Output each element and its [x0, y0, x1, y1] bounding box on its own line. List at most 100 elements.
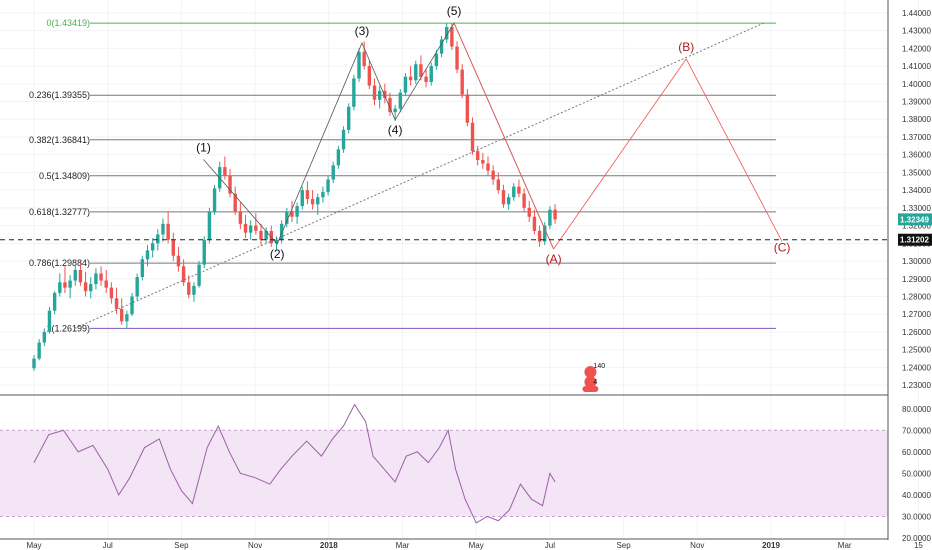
candle-body: [243, 223, 248, 233]
rsi-tick-label: 40.0000: [902, 491, 931, 500]
candle-body: [346, 106, 351, 130]
wave-a-leg: [453, 22, 554, 250]
candle-body: [279, 223, 284, 240]
rsi-tick-label: 80.0000: [902, 405, 931, 414]
projection-path: [553, 58, 783, 250]
candle-body: [78, 269, 83, 283]
wave-label: (A): [546, 252, 562, 266]
candle-body: [32, 358, 36, 369]
candle-body: [202, 239, 206, 265]
flag-icon: [582, 386, 599, 392]
wave-label: (3): [355, 24, 370, 38]
rsi-tick-label: 20.0000: [902, 534, 931, 543]
candle-body: [532, 216, 537, 231]
candle-body: [264, 230, 268, 240]
price-tick-label: 1.26000: [902, 328, 931, 337]
candle-body: [68, 280, 72, 288]
candle-body: [388, 97, 392, 113]
candle-body: [403, 76, 408, 93]
candle-body: [543, 225, 547, 242]
candle-body: [486, 163, 490, 171]
trend-line: [74, 22, 764, 329]
candle-body: [372, 85, 377, 100]
candlesticks: [32, 23, 557, 371]
candle-body: [481, 160, 485, 164]
time-tick-label: 2018: [320, 541, 338, 550]
crosshair-price-label: 1.31202: [900, 236, 929, 245]
rsi-tick-label: 50.0000: [902, 469, 931, 478]
candle-body: [89, 284, 93, 292]
candle-body: [553, 209, 557, 220]
candle-body: [114, 298, 119, 309]
events-badge[interactable]: 140 4: [582, 363, 605, 392]
candle-body: [207, 211, 212, 240]
candle-body: [285, 211, 289, 224]
candle-body: [300, 190, 304, 207]
candle-body: [99, 273, 103, 281]
fib-level-label: 0.236(1.39355): [29, 90, 90, 100]
time-tick-label: Nov: [690, 541, 704, 550]
candle-body: [150, 243, 155, 251]
candle-body: [419, 64, 423, 77]
rsi-line: [33, 403, 556, 524]
rsi-tick-label: 60.0000: [902, 448, 931, 457]
time-tick-label: Sep: [174, 541, 189, 550]
candle-body: [377, 90, 382, 100]
candle-body: [522, 193, 526, 208]
candle-body: [305, 190, 310, 199]
candle-body: [238, 211, 243, 224]
badge-count-bottom: 4: [593, 379, 597, 386]
fibonacci-retracement[interactable]: 0(1.43419) 0.236(1.39355) 0.382(1.36841) 0.…: [29, 18, 776, 333]
price-tick-label: 1.36000: [902, 151, 931, 160]
candle-body: [37, 342, 41, 359]
price-tick-label: 1.38000: [902, 115, 931, 124]
candle-body: [460, 69, 464, 95]
candle-body: [336, 149, 341, 166]
wave-label: (C): [774, 241, 791, 255]
candle-body: [290, 211, 294, 217]
candle-body: [491, 170, 495, 180]
candle-body: [47, 310, 52, 332]
candle-body: [223, 167, 227, 176]
candle-body: [176, 255, 181, 267]
price-tick-label: 1.28000: [902, 293, 931, 302]
price-tick-label: 1.40000: [902, 80, 931, 89]
candle-body: [501, 190, 506, 205]
candle-body: [414, 64, 418, 81]
price-tick-label: 1.42000: [902, 44, 931, 53]
time-tick-label: Nov: [248, 541, 262, 550]
candle-body: [527, 207, 531, 217]
time-tick-label: May: [26, 541, 41, 550]
price-tick-label: 1.39000: [902, 98, 931, 107]
candle-body: [171, 239, 175, 256]
price-tick-label: 1.23000: [902, 381, 931, 390]
candle-body: [166, 223, 170, 240]
fib-level-label: 0.5(1.34809): [39, 171, 90, 181]
price-tick-label: 1.34000: [902, 186, 931, 195]
price-tick-label: 1.37000: [902, 133, 931, 142]
candle-body: [321, 191, 325, 198]
price-pane-background: [0, 0, 888, 394]
candle-body: [326, 179, 330, 192]
elliott-waves[interactable]: (1) (2) (3) (4) (5) (A) (B) (C): [74, 4, 791, 329]
time-tick-label: Sep: [616, 541, 631, 550]
price-tick-label: 1.27000: [902, 310, 931, 319]
price-tick-label: 1.32000: [902, 222, 931, 231]
candle-body: [362, 51, 366, 67]
candle-body: [104, 280, 108, 288]
candle-body: [465, 94, 470, 123]
time-tick-label: Mar: [838, 541, 852, 550]
wave-label: (B): [678, 40, 694, 54]
fib-level-label: 1(1.26199): [46, 323, 90, 333]
candle-body: [548, 209, 552, 226]
candle-body: [52, 292, 57, 311]
rsi-tick-label: 70.0000: [902, 426, 931, 435]
fib-level-label: 0.382(1.36841): [29, 135, 90, 145]
fib-level-label: 0.618(1.32777): [29, 207, 90, 217]
candle-body: [94, 273, 98, 285]
wave-label: (4): [388, 123, 403, 137]
candle-body: [383, 90, 387, 98]
candle-body: [120, 308, 124, 322]
